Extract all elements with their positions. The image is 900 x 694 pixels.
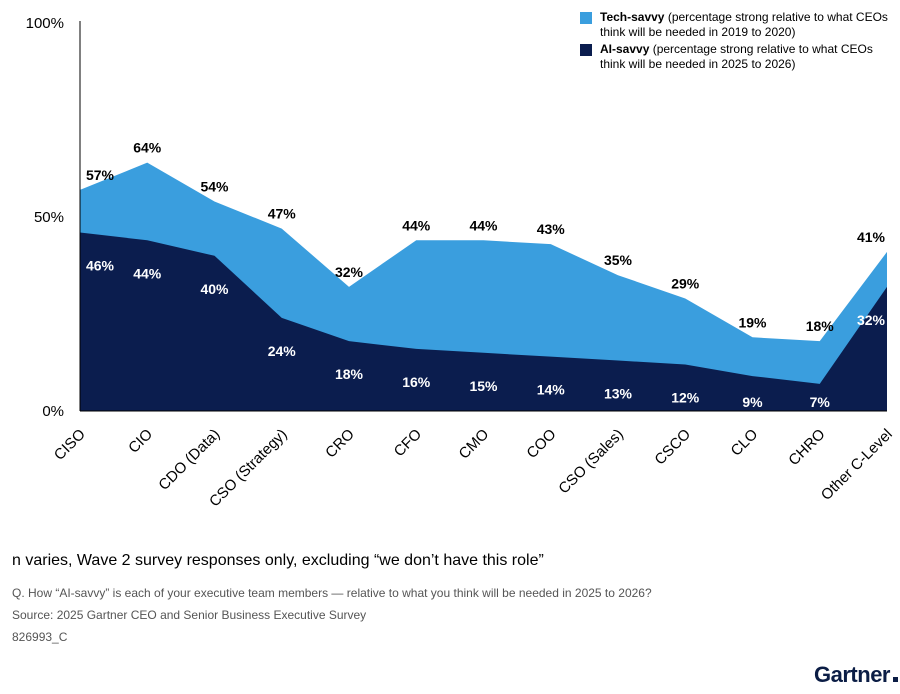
- ai-savvy-data-label: 7%: [810, 394, 831, 410]
- area-ai-savvy: [80, 232, 887, 411]
- gartner-logo: Gartner: [814, 662, 890, 687]
- tech-savvy-data-label: 32%: [335, 264, 364, 280]
- legend: Tech-savvy (percentage strong relative t…: [580, 10, 890, 74]
- legend-desc: (percentage strong relative to what CEOs…: [600, 10, 888, 39]
- x-tick-label: Other C-Level: [818, 426, 896, 504]
- ai-savvy-data-label: 46%: [86, 258, 115, 274]
- area-chart: 0%50%100%CISO CIO CDO (Data)CSO (Strategy)…: [26, 15, 896, 510]
- legend-item-ai-savvy: AI-savvy (percentage strong relative to …: [580, 42, 890, 72]
- tech-savvy-data-label: 44%: [469, 217, 498, 233]
- ai-savvy-data-label: 32%: [857, 312, 886, 328]
- sample-note: n varies, Wave 2 survey responses only, …: [12, 552, 544, 569]
- legend-desc: (percentage strong relative to what CEOs…: [600, 42, 873, 71]
- source-note: Source: 2025 Gartner CEO and Senior Busi…: [12, 608, 367, 622]
- ai-savvy-data-label: 14%: [537, 382, 566, 398]
- tech-savvy-data-label: 29%: [671, 275, 700, 291]
- logo-dot: [893, 677, 898, 682]
- ai-savvy-data-label: 16%: [402, 374, 431, 390]
- legend-swatch-ai-savvy: [580, 44, 592, 56]
- tech-savvy-data-label: 57%: [86, 167, 115, 183]
- tech-savvy-data-label: 64%: [133, 140, 162, 156]
- ai-savvy-data-label: 15%: [469, 378, 498, 394]
- x-tick-label: CHRO: [785, 426, 828, 469]
- y-tick-label: 100%: [26, 15, 64, 32]
- legend-item-tech-savvy: Tech-savvy (percentage strong relative t…: [580, 10, 890, 40]
- tech-savvy-data-label: 44%: [402, 217, 431, 233]
- x-tick-label: CRO: [322, 426, 358, 462]
- x-tick-label: COO: [523, 426, 559, 462]
- tech-savvy-data-label: 47%: [268, 206, 297, 222]
- x-tick-label: CFO: [391, 426, 425, 460]
- x-tick-label: CISO: [51, 426, 89, 464]
- legend-swatch-tech-savvy: [580, 12, 592, 24]
- legend-name: Tech-savvy: [600, 10, 665, 24]
- tech-savvy-data-label: 43%: [537, 221, 566, 237]
- ai-savvy-data-label: 40%: [200, 281, 229, 297]
- x-tick-label: CSCO: [651, 426, 694, 469]
- x-tick-label: CSO (Sales): [555, 426, 627, 498]
- tech-savvy-data-label: 54%: [200, 178, 229, 194]
- survey-question: Q. How “AI-savvy” is each of your execut…: [12, 586, 652, 600]
- figure-code: 826993_C: [12, 630, 68, 644]
- ai-savvy-data-label: 9%: [742, 394, 763, 410]
- x-tick-label: CDO (Data): [155, 426, 223, 494]
- y-tick-label: 0%: [42, 403, 64, 420]
- tech-savvy-data-label: 19%: [738, 314, 767, 330]
- ai-savvy-data-label: 44%: [133, 265, 162, 281]
- tech-savvy-data-label: 35%: [604, 252, 633, 268]
- tech-savvy-data-label: 41%: [857, 229, 886, 245]
- x-tick-label: CLO: [727, 426, 761, 460]
- ai-savvy-data-label: 18%: [335, 366, 364, 382]
- tech-savvy-data-label: 18%: [806, 318, 835, 334]
- ai-savvy-data-label: 24%: [268, 343, 297, 359]
- ai-savvy-data-label: 12%: [671, 389, 700, 405]
- ai-savvy-data-label: 13%: [604, 386, 633, 402]
- x-tick-label: CMO: [456, 426, 493, 463]
- y-tick-label: 50%: [34, 209, 64, 226]
- x-tick-label: CIO: [125, 426, 156, 457]
- legend-name: AI-savvy: [600, 42, 650, 56]
